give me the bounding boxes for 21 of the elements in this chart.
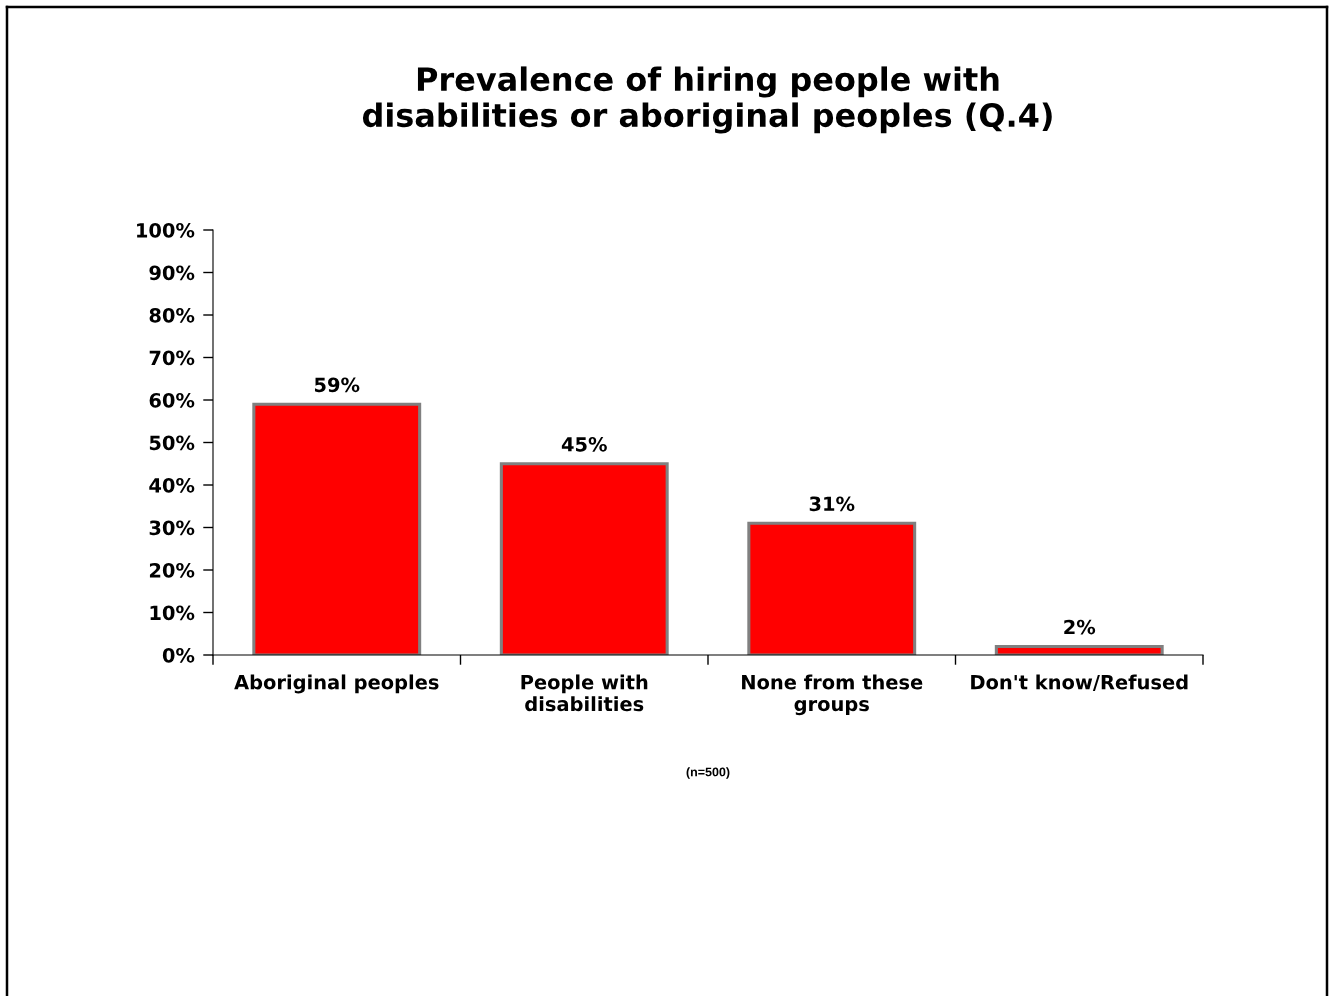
x-tick-label: None from these groups [742,674,923,716]
x-tick-label: People with disabilities [521,674,648,712]
y-tick-label: 100% [137,222,195,238]
data-label: 31% [809,496,855,512]
x-tick-label: Don't know/Refused [971,674,1188,692]
y-tick-label: 70% [149,350,195,366]
y-tick-label: 30% [149,520,195,536]
y-tick-label: 40% [149,477,195,493]
y-tick-label: 90% [149,265,195,281]
y-tick-label: 60% [149,392,195,408]
y-tick-label: 10% [150,605,195,621]
y-tick-label: 80% [149,307,195,323]
data-label: 2% [1064,619,1096,635]
data-label: 45% [561,436,607,452]
y-tick-label: 0% [162,647,195,663]
data-label: 59% [314,377,360,393]
text: (n=500) [686,767,730,779]
chart-title: Prevalence of hiring people with disabilities or aboriginal peoples (Q.4) [362,66,1052,134]
y-tick-label: 50% [149,435,195,451]
y-tick-label: 20% [149,562,195,578]
x-tick-label: Aboriginal peoples [234,674,439,694]
